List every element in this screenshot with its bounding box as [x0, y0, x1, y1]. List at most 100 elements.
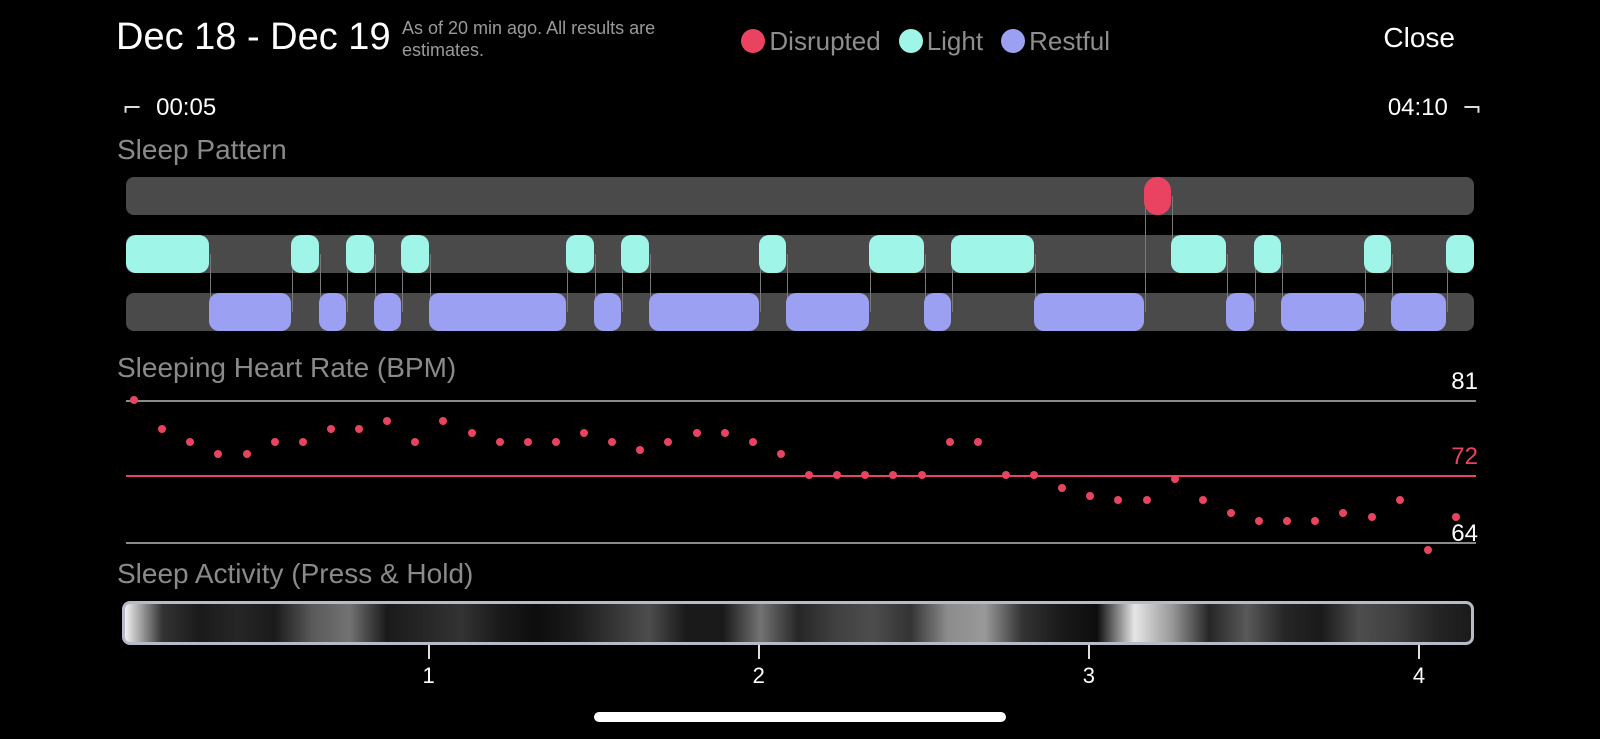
heart-rate-point [945, 437, 954, 446]
legend-light: Light [898, 25, 984, 57]
stage-transition-line [924, 254, 926, 312]
hr-avg-line [126, 475, 1476, 477]
heart-rate-point [411, 437, 420, 446]
heart-rate-point [1339, 508, 1348, 517]
stage-transition-line [209, 254, 211, 312]
stage-transition-line [1364, 254, 1366, 312]
heart-rate-point [1423, 546, 1432, 555]
heart-rate-heading: Sleeping Heart Rate (BPM) [117, 352, 457, 383]
restful-segment [923, 293, 952, 331]
stage-transition-line [649, 254, 651, 312]
stage-transition-line [319, 254, 321, 312]
heart-rate-point [551, 437, 560, 446]
stage-transition-line [429, 254, 431, 312]
restful-segment [786, 293, 869, 331]
light-dot-icon [898, 29, 923, 53]
heart-rate-point [720, 429, 729, 438]
heart-rate-point [664, 437, 673, 446]
stage-transition-line [952, 254, 954, 312]
legend-restful: Restful [1001, 26, 1110, 57]
stage-transition-line [292, 254, 294, 312]
hr-avg-value: 72 [1451, 443, 1478, 470]
end-time: 04:10 [1387, 94, 1448, 121]
disrupted-dot-icon [741, 29, 766, 53]
heart-rate-point [1142, 496, 1151, 505]
heart-rate-point [805, 471, 814, 480]
heart-rate-point [748, 437, 757, 446]
heart-rate-point [270, 437, 279, 446]
stage-transition-line [787, 254, 789, 312]
start-bracket-icon: ⌐ [122, 94, 143, 122]
heart-rate-point [355, 425, 364, 434]
restful-segment [1281, 293, 1364, 331]
stage-transition-line [869, 254, 871, 312]
stage-transition-line [1254, 254, 1256, 312]
heart-rate-point [1058, 483, 1067, 492]
light-segment [1171, 235, 1227, 273]
legend-light-label: Light [926, 25, 984, 56]
restful-segment [318, 293, 347, 331]
restful-segment [208, 293, 292, 331]
heart-rate-point [1170, 475, 1179, 484]
stage-transition-line [1227, 254, 1229, 312]
end-time-marker: 04:10 ¬ [1388, 94, 1482, 122]
stage-transition-line [567, 254, 569, 312]
home-indicator[interactable] [594, 712, 1006, 722]
light-segment [758, 235, 787, 273]
heart-rate-point [242, 450, 251, 459]
heart-rate-point [1311, 517, 1320, 526]
light-segment [1363, 235, 1392, 273]
start-time: 00:05 [156, 94, 217, 121]
heart-rate-point [692, 429, 701, 438]
axis-tick-label: 3 [1082, 663, 1095, 688]
legend-disrupted-label: Disrupted [769, 25, 881, 56]
axis-tick-label: 2 [752, 663, 765, 688]
sleep-activity-heading: Sleep Activity (Press & Hold) [117, 558, 474, 589]
date-range-title: Dec 18 - Dec 19 [116, 16, 391, 58]
heart-rate-point [298, 437, 307, 446]
light-segment [566, 235, 594, 273]
heart-rate-point [1198, 496, 1207, 505]
heart-rate-point [1226, 508, 1235, 517]
stage-transition-line [347, 254, 349, 312]
heart-rate-point [130, 396, 138, 404]
heart-rate-point [776, 450, 785, 459]
heart-rate-point [1030, 471, 1039, 480]
light-segment [1446, 235, 1474, 273]
heart-rate-point [1283, 517, 1292, 526]
heart-rate-point [1001, 471, 1010, 480]
light-segment [291, 235, 319, 273]
stage-transition-line [1392, 254, 1394, 312]
sleep-activity-bar[interactable] [122, 601, 1474, 645]
restful-dot-icon [1001, 29, 1026, 53]
light-segment [401, 235, 429, 273]
legend-restful-label: Restful [1029, 25, 1110, 56]
axis-tick [757, 645, 760, 659]
heart-rate-point [833, 471, 842, 480]
heart-rate-point [973, 437, 982, 446]
heart-rate-point [1395, 496, 1404, 505]
close-button[interactable]: Close [1383, 22, 1455, 53]
heart-rate-point [186, 437, 195, 446]
axis-tick-label: 4 [1412, 663, 1426, 688]
light-segment [621, 235, 649, 273]
stage-transition-line [594, 254, 596, 312]
heart-rate-point [580, 429, 589, 438]
light-segment [951, 235, 1034, 273]
restful-segment [593, 293, 622, 331]
heart-rate-point [158, 425, 167, 434]
restful-segment [1033, 293, 1144, 331]
stage-transition-line [1034, 254, 1036, 312]
heart-rate-point [1086, 492, 1095, 501]
stage-transition-line [622, 254, 624, 312]
heart-rate-point [523, 437, 532, 446]
end-bracket-icon: ¬ [1461, 94, 1482, 122]
legend-disrupted: Disrupted [741, 25, 881, 57]
heart-rate-point [326, 425, 335, 434]
stage-transition-line [1447, 254, 1449, 312]
estimate-note: As of 20 min ago. All results are estima… [402, 18, 656, 60]
axis-tick [427, 645, 430, 659]
restful-segment [428, 293, 567, 331]
